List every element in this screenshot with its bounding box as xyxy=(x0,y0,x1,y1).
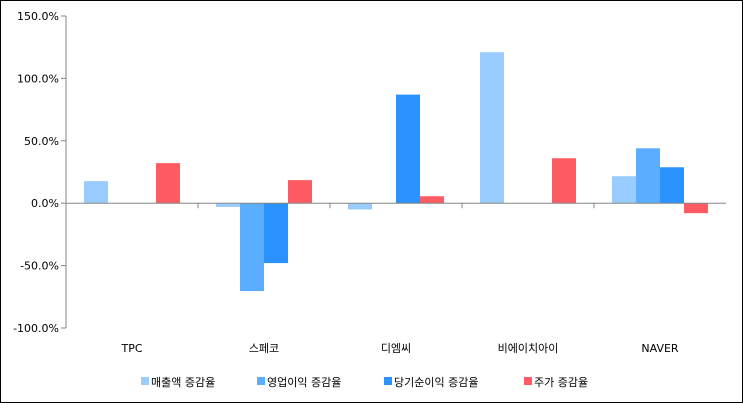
bar-1-4 xyxy=(480,52,504,204)
bar-4-2 xyxy=(288,180,312,204)
category-label: TPC xyxy=(120,342,142,355)
bar-1-1 xyxy=(84,181,108,204)
legend-swatch xyxy=(141,377,149,385)
bar-2-5 xyxy=(636,148,660,204)
bar-4-4 xyxy=(552,158,576,204)
category-label: 비에이치아이 xyxy=(498,342,559,355)
legend-swatch xyxy=(384,377,392,385)
category-label: NAVER xyxy=(641,342,679,355)
y-tick-label: 100.0% xyxy=(17,72,59,85)
bar-3-2 xyxy=(264,203,288,264)
legend-swatch xyxy=(524,377,532,385)
category-label: 디엠씨 xyxy=(381,342,411,355)
bar-1-2 xyxy=(216,203,240,207)
legend-label: 주가 증감율 xyxy=(534,376,588,389)
y-tick-label: -100.0% xyxy=(13,322,59,335)
legend-swatch xyxy=(257,377,265,385)
legend-label: 매출액 증감율 xyxy=(151,376,215,389)
y-tick-label: 0.0% xyxy=(31,197,59,210)
legend-label: 영업이익 증감율 xyxy=(267,376,341,389)
bar-1-3 xyxy=(348,203,372,210)
category-label: 스페코 xyxy=(249,342,279,355)
bar-4-5 xyxy=(684,203,708,214)
y-tick-label: 50.0% xyxy=(24,135,59,148)
y-tick-label: 150.0% xyxy=(17,10,59,23)
bar-2-2 xyxy=(240,203,264,292)
legend-label: 당기순이익 증감율 xyxy=(394,376,478,389)
y-tick-label: -50.0% xyxy=(20,260,59,273)
bar-3-3 xyxy=(396,94,420,204)
bar-4-3 xyxy=(420,196,444,204)
bar-4-1 xyxy=(156,163,180,204)
bar-1-5 xyxy=(612,176,636,204)
bar-3-5 xyxy=(660,167,684,204)
